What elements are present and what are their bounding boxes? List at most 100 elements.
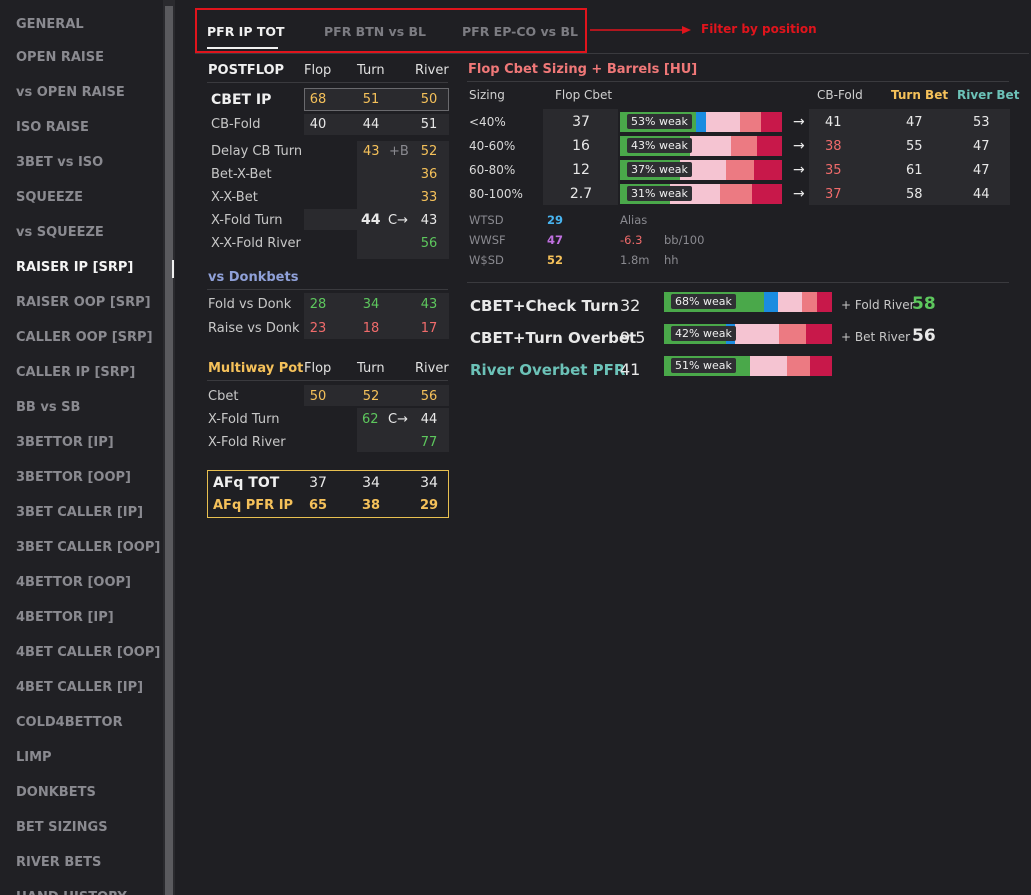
sidebar-item-4bet-caller-oop[interactable]: 4BET CALLER [OOP]	[16, 645, 161, 660]
bar-segment	[690, 136, 732, 156]
fold-vs-donk-turn: 34	[362, 297, 380, 312]
cbet-ip-river: 50	[420, 92, 438, 107]
sizing-row-cbet: 2.7	[569, 186, 593, 202]
sidebar-item-3bettor-ip[interactable]: 3BETTOR [IP]	[16, 435, 114, 450]
bar-segment	[757, 136, 782, 156]
cb-fold-turn: 44	[362, 117, 380, 132]
barrel-1-value: 32	[620, 296, 641, 315]
afq-tot-turn: 34	[362, 475, 380, 491]
sizing-row-label: 80-100%	[469, 187, 523, 201]
sidebar-scrollbar-thumb[interactable]	[165, 6, 173, 895]
flop-cbet-box	[543, 109, 618, 205]
afq-pfr-ip-flop: 65	[308, 498, 328, 513]
tab-pfr-btn-vs-bl[interactable]: PFR BTN vs BL	[324, 24, 426, 39]
mw-x-fold-river-river: 77	[420, 435, 438, 450]
barrel-2-extra-label: + Bet River	[841, 330, 911, 344]
bar-segment	[705, 112, 741, 132]
alias-label: Alias	[620, 213, 648, 227]
sidebar-item-3bet-vs-iso[interactable]: 3BET vs ISO	[16, 155, 104, 170]
afq-pfr-ip-river: 29	[419, 498, 439, 513]
sizing-row-river-bet: 47	[973, 163, 990, 178]
raise-vs-donk-turn: 18	[362, 321, 380, 336]
delay-cb-turn-suffix: +B	[389, 144, 409, 159]
sizing-row-cbet: 16	[572, 138, 590, 154]
tab-pfr-ep-co-vs-bl[interactable]: PFR EP-CO vs BL	[462, 24, 578, 39]
donkbets-title: vs Donkbets	[208, 270, 299, 285]
sidebar-item-caller-ip-srp[interactable]: CALLER IP [SRP]	[16, 365, 136, 380]
sidebar-item-4bet-caller-ip[interactable]: 4BET CALLER [IP]	[16, 680, 144, 695]
x-x-bet-label: X-X-Bet	[211, 190, 258, 205]
bar-segment	[778, 324, 806, 344]
sizing-row-turn-bet: 55	[906, 139, 923, 154]
sidebar-item-4bettor-oop[interactable]: 4BETTOR [OOP]	[16, 575, 131, 590]
sidebar-item-iso-raise[interactable]: ISO RAISE	[16, 120, 89, 135]
sidebar-item-3bet-caller-ip[interactable]: 3BET CALLER [IP]	[16, 505, 144, 520]
afq-pfr-ip-label: AFq PFR IP	[213, 498, 294, 513]
row-arrow-icon: →	[793, 114, 805, 130]
wsd-label: W$SD	[469, 253, 504, 267]
sidebar-item-4bettor-ip[interactable]: 4BETTOR [IP]	[16, 610, 114, 625]
sizing-row-range-bar: 43% weak	[620, 136, 782, 156]
raise-vs-donk-label: Raise vs Donk	[208, 321, 300, 336]
afq-tot-label: AFq TOT	[213, 475, 280, 491]
tabs-divider	[195, 53, 1029, 54]
barrel-2-extra-value: 56	[912, 326, 936, 346]
sizing-row-weak-pct: 37% weak	[627, 162, 692, 177]
sizing-row-weak-pct: 43% weak	[627, 138, 692, 153]
bar-segment	[754, 160, 782, 180]
mw-cbet-label: Cbet	[208, 389, 239, 404]
sidebar-item-hand-history[interactable]: HAND HISTORY	[0, 875, 163, 895]
sidebar-item-squeeze[interactable]: SQUEEZE	[16, 190, 84, 205]
sidebar-item-vs-open-raise[interactable]: vs OPEN RAISE	[16, 85, 125, 100]
sidebar-item-open-raise[interactable]: OPEN RAISE	[16, 50, 105, 65]
x-x-fold-river-label: X-X-Fold River	[211, 236, 301, 251]
cbet-ip-box	[304, 88, 449, 111]
multiway-divider	[207, 380, 448, 381]
sizing-row-range-bar: 37% weak	[620, 160, 782, 180]
sidebar-item-general[interactable]: GENERAL	[16, 17, 84, 32]
barrel-1-extra-label: + Fold River	[841, 298, 915, 312]
wtsd-label: WTSD	[469, 213, 504, 227]
sidebar-item-raiser-ip-srp[interactable]: RAISER IP [SRP]	[16, 260, 134, 275]
bar-segment	[761, 112, 782, 132]
sidebar-item-3bettor-oop[interactable]: 3BETTOR [OOP]	[16, 470, 131, 485]
wwsf-label: WWSF	[469, 233, 506, 247]
hdr-turn-bet: Turn Bet	[891, 88, 949, 102]
sizing-row-turn-bet: 58	[906, 187, 923, 202]
sidebar-item-caller-oop-srp[interactable]: CALLER OOP [SRP]	[16, 330, 153, 345]
fold-vs-donk-label: Fold vs Donk	[208, 297, 292, 312]
tab-pfr-ip-tot[interactable]: PFR IP TOT	[207, 24, 285, 39]
sizing-row-label: <40%	[469, 115, 506, 129]
sidebar-item-limp[interactable]: LIMP	[16, 750, 52, 765]
mw-x-fold-turn-suffix: C→	[388, 412, 408, 427]
barrel-3-bar: 51% weak	[664, 356, 832, 376]
afq-tot-river: 34	[420, 475, 438, 491]
sidebar-item-donkbets[interactable]: DONKBETS	[16, 785, 96, 800]
mw-cbet-flop: 50	[309, 389, 327, 404]
sizing-row-cb-fold: 35	[825, 163, 842, 178]
bar-segment	[751, 184, 782, 204]
annotation-arrow-icon	[590, 26, 691, 34]
raise-vs-donk-flop: 23	[309, 321, 327, 336]
sidebar-item-vs-squeeze[interactable]: vs SQUEEZE	[16, 225, 104, 240]
x-fold-turn-river: 43	[420, 213, 438, 228]
postflop-title: POSTFLOP	[208, 63, 285, 78]
sidebar-item-raiser-oop-srp[interactable]: RAISER OOP [SRP]	[16, 295, 151, 310]
sidebar-item-river-bets[interactable]: RIVER BETS	[16, 855, 102, 870]
barrel-3-weak: 51% weak	[671, 358, 736, 373]
sidebar-item-3bet-caller-oop[interactable]: 3BET CALLER [OOP]	[16, 540, 161, 555]
bb100-value: -6.3	[620, 233, 643, 247]
sidebar-item-bet-sizings[interactable]: BET SIZINGS	[16, 820, 108, 835]
sizing-row-cbet: 12	[572, 162, 590, 178]
mw-x-fold-river-label: X-Fold River	[208, 435, 286, 450]
bar-segment	[750, 356, 787, 376]
barrel-3-label: River Overbet PFR	[470, 361, 626, 379]
sidebar-item-cold4bettor[interactable]: COLD4BETTOR	[16, 715, 123, 730]
hdr-cb-fold: CB-Fold	[817, 88, 863, 102]
bar-segment	[805, 324, 832, 344]
mw-cbet-river: 56	[420, 389, 438, 404]
raise-vs-donk-river: 17	[420, 321, 438, 336]
sidebar-item-bb-vs-sb[interactable]: BB vs SB	[16, 400, 81, 415]
sizing-row-cb-fold: 37	[825, 187, 842, 202]
sizing-row-cb-fold: 41	[825, 115, 842, 130]
